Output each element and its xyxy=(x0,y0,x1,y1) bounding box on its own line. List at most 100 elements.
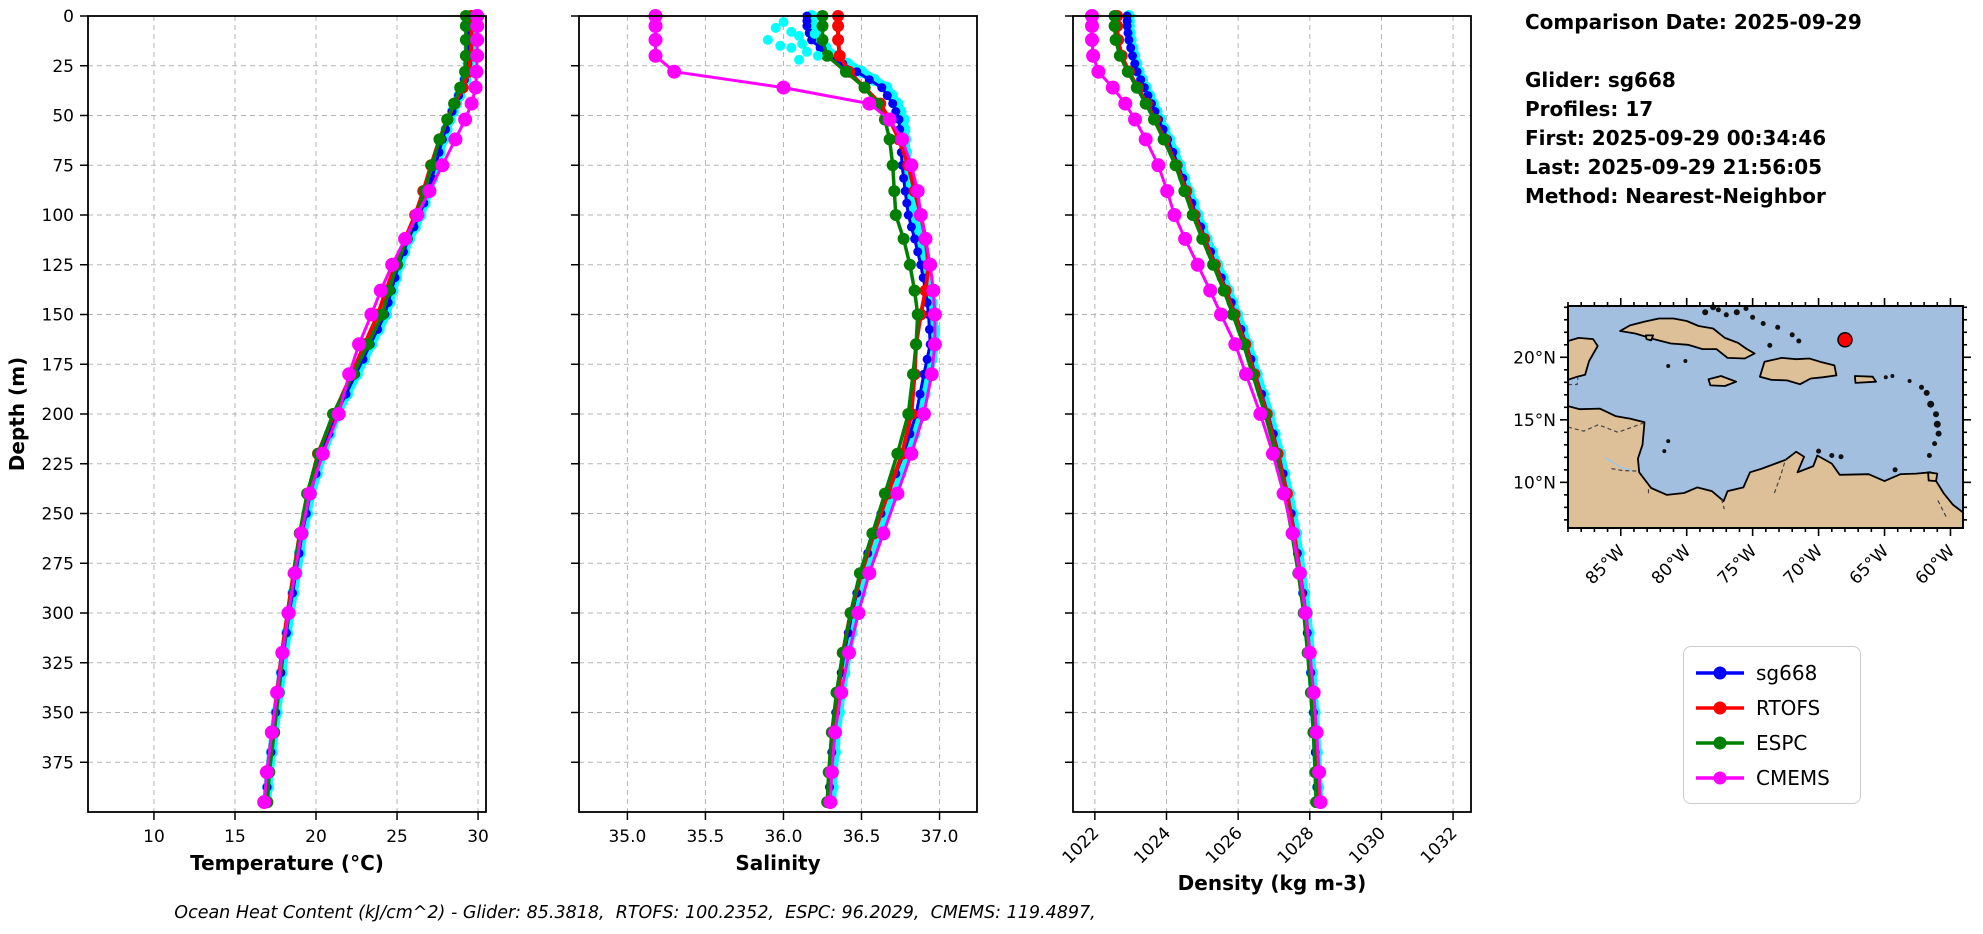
density-ticks xyxy=(1065,15,1454,820)
land-isla-juventud xyxy=(1644,334,1654,342)
land-yucatan xyxy=(1567,337,1599,381)
svg-text:75°W: 75°W xyxy=(1714,541,1761,588)
svg-text:325: 325 xyxy=(42,654,74,674)
svg-text:15°N: 15°N xyxy=(1513,411,1556,431)
comparison-date: Comparison Date: 2025-09-29 xyxy=(1525,10,1862,34)
legend-marker-espc-icon xyxy=(1696,736,1744,749)
svg-text:36.5: 36.5 xyxy=(843,827,881,847)
depth-axis-label: Depth (m) xyxy=(5,357,29,471)
series-sg668-salinity-markers xyxy=(802,11,935,807)
svg-text:1026: 1026 xyxy=(1202,823,1247,868)
land-hispaniola xyxy=(1759,357,1838,386)
series-ESPC-temperature-markers xyxy=(261,10,472,809)
salinity-x-axis-label: Salinity xyxy=(735,851,820,875)
svg-text:25: 25 xyxy=(386,827,408,847)
svg-text:275: 275 xyxy=(42,554,74,574)
svg-text:1028: 1028 xyxy=(1274,823,1319,868)
series-CMEMS-salinity xyxy=(654,14,937,804)
svg-text:60°W: 60°W xyxy=(1912,541,1959,588)
svg-text:375: 375 xyxy=(42,753,74,773)
svg-text:37.0: 37.0 xyxy=(921,827,959,847)
series-CMEMS-temperature-markers xyxy=(257,9,485,810)
svg-text:35.5: 35.5 xyxy=(686,827,724,847)
svg-text:70°W: 70°W xyxy=(1780,541,1827,588)
ohc-caption: Ocean Heat Content (kJ/cm^2) - Glider: 8… xyxy=(174,903,1096,923)
temperature-tick-labels: 10 15 20 25 30025507510012515017520022525027… xyxy=(42,7,489,847)
last-profile-time: Last: 2025-09-29 21:56:05 xyxy=(1525,155,1823,179)
svg-text:250: 250 xyxy=(42,505,74,525)
legend-item-sg668: sg668 xyxy=(1694,655,1850,690)
series-ESPC-temperature xyxy=(265,14,468,804)
density-plot: 1022 1024 1026 1028 1030 1032 Density (kg m-3) xyxy=(1059,9,1472,895)
map-small-islands xyxy=(1662,304,1942,473)
svg-text:20: 20 xyxy=(305,827,327,847)
legend-item-cmems: CMEMS xyxy=(1694,760,1850,795)
legend-item-espc: ESPC xyxy=(1694,725,1850,760)
svg-text:85°W: 85°W xyxy=(1582,541,1629,588)
svg-text:350: 350 xyxy=(42,704,74,724)
svg-text:1030: 1030 xyxy=(1345,823,1390,868)
first-profile-time: First: 2025-09-29 00:34:46 xyxy=(1525,126,1827,150)
salinity-plot: 35.0 35.5 36.0 36.5 37.0 Salinity xyxy=(571,9,978,875)
svg-text:30: 30 xyxy=(467,827,489,847)
legend-item-rtofs: RTOFS xyxy=(1694,690,1850,725)
series-CMEMS-salinity-markers xyxy=(648,9,942,810)
svg-text:1024: 1024 xyxy=(1130,823,1175,868)
svg-text:25: 25 xyxy=(52,57,74,77)
svg-text:80°W: 80°W xyxy=(1648,541,1695,588)
land-puerto-rico xyxy=(1854,375,1877,384)
svg-text:36.0: 36.0 xyxy=(765,827,803,847)
svg-text:65°W: 65°W xyxy=(1846,541,1893,588)
salinity-tick-labels: 35.0 35.5 36.0 36.5 37.0 xyxy=(608,827,958,847)
map-ticks xyxy=(1560,298,1971,536)
legend-marker-sg668-icon xyxy=(1696,666,1744,679)
svg-text:15: 15 xyxy=(224,827,246,847)
series-sg668-raw-density xyxy=(1124,11,1324,807)
svg-text:200: 200 xyxy=(42,405,74,425)
svg-text:50: 50 xyxy=(52,107,74,127)
legend-label: sg668 xyxy=(1756,660,1818,685)
salinity-grid xyxy=(579,15,977,812)
interp-method: Method: Nearest-Neighbor xyxy=(1525,184,1826,208)
density-series-group xyxy=(1085,9,1328,810)
temperature-series-group xyxy=(257,9,485,810)
series-sg668-raw-density-markers xyxy=(1122,10,1325,809)
series-sg668-density xyxy=(1125,14,1320,804)
map-land xyxy=(1567,317,1964,529)
svg-text:10: 10 xyxy=(143,827,165,847)
legend-label: RTOFS xyxy=(1756,695,1821,720)
land-cuba xyxy=(1619,317,1756,360)
svg-text:150: 150 xyxy=(42,306,74,326)
glider-name: Glider: sg668 xyxy=(1525,68,1676,92)
svg-text:125: 125 xyxy=(42,256,74,276)
svg-text:1022: 1022 xyxy=(1059,823,1104,868)
series-CMEMS-density-markers xyxy=(1085,9,1328,810)
svg-text:1032: 1032 xyxy=(1417,823,1462,868)
legend-marker-cmems-icon xyxy=(1696,771,1744,784)
legend-marker-rtofs-icon xyxy=(1696,701,1744,714)
temperature-x-axis-label: Temperature (°C) xyxy=(190,851,384,875)
land-jamaica xyxy=(1707,375,1738,387)
glider-position-marker xyxy=(1837,332,1853,348)
info-panel: Comparison Date: 2025-09-29 Glider: sg66… xyxy=(1525,8,1862,211)
temperature-plot: 10 15 20 25 30025507510012515017520022525027… xyxy=(5,7,489,875)
map-borders xyxy=(1567,376,1948,518)
density-x-axis-label: Density (kg m-3) xyxy=(1178,871,1367,895)
legend-box: sg668 RTOFS ESPC CMEMS xyxy=(1683,646,1861,804)
svg-text:225: 225 xyxy=(42,455,74,475)
location-map: 20°N 15°N 10°N 85°W 80°W 75°W 70°W 65°W 60°W xyxy=(1513,298,1971,589)
series-RTOFS-density-markers xyxy=(1111,10,1325,809)
svg-text:300: 300 xyxy=(42,604,74,624)
temperature-grid xyxy=(88,15,486,812)
svg-text:175: 175 xyxy=(42,355,74,375)
density-tick-labels: 1022 1024 1026 1028 1030 1032 xyxy=(1059,823,1462,868)
svg-text:35.0: 35.0 xyxy=(608,827,646,847)
profiles-count: Profiles: 17 xyxy=(1525,97,1654,121)
legend-label: CMEMS xyxy=(1756,765,1830,790)
svg-text:10°N: 10°N xyxy=(1513,473,1556,493)
temperature-ticks xyxy=(80,15,479,820)
svg-text:20°N: 20°N xyxy=(1513,348,1556,368)
series-CMEMS-density xyxy=(1090,14,1322,804)
